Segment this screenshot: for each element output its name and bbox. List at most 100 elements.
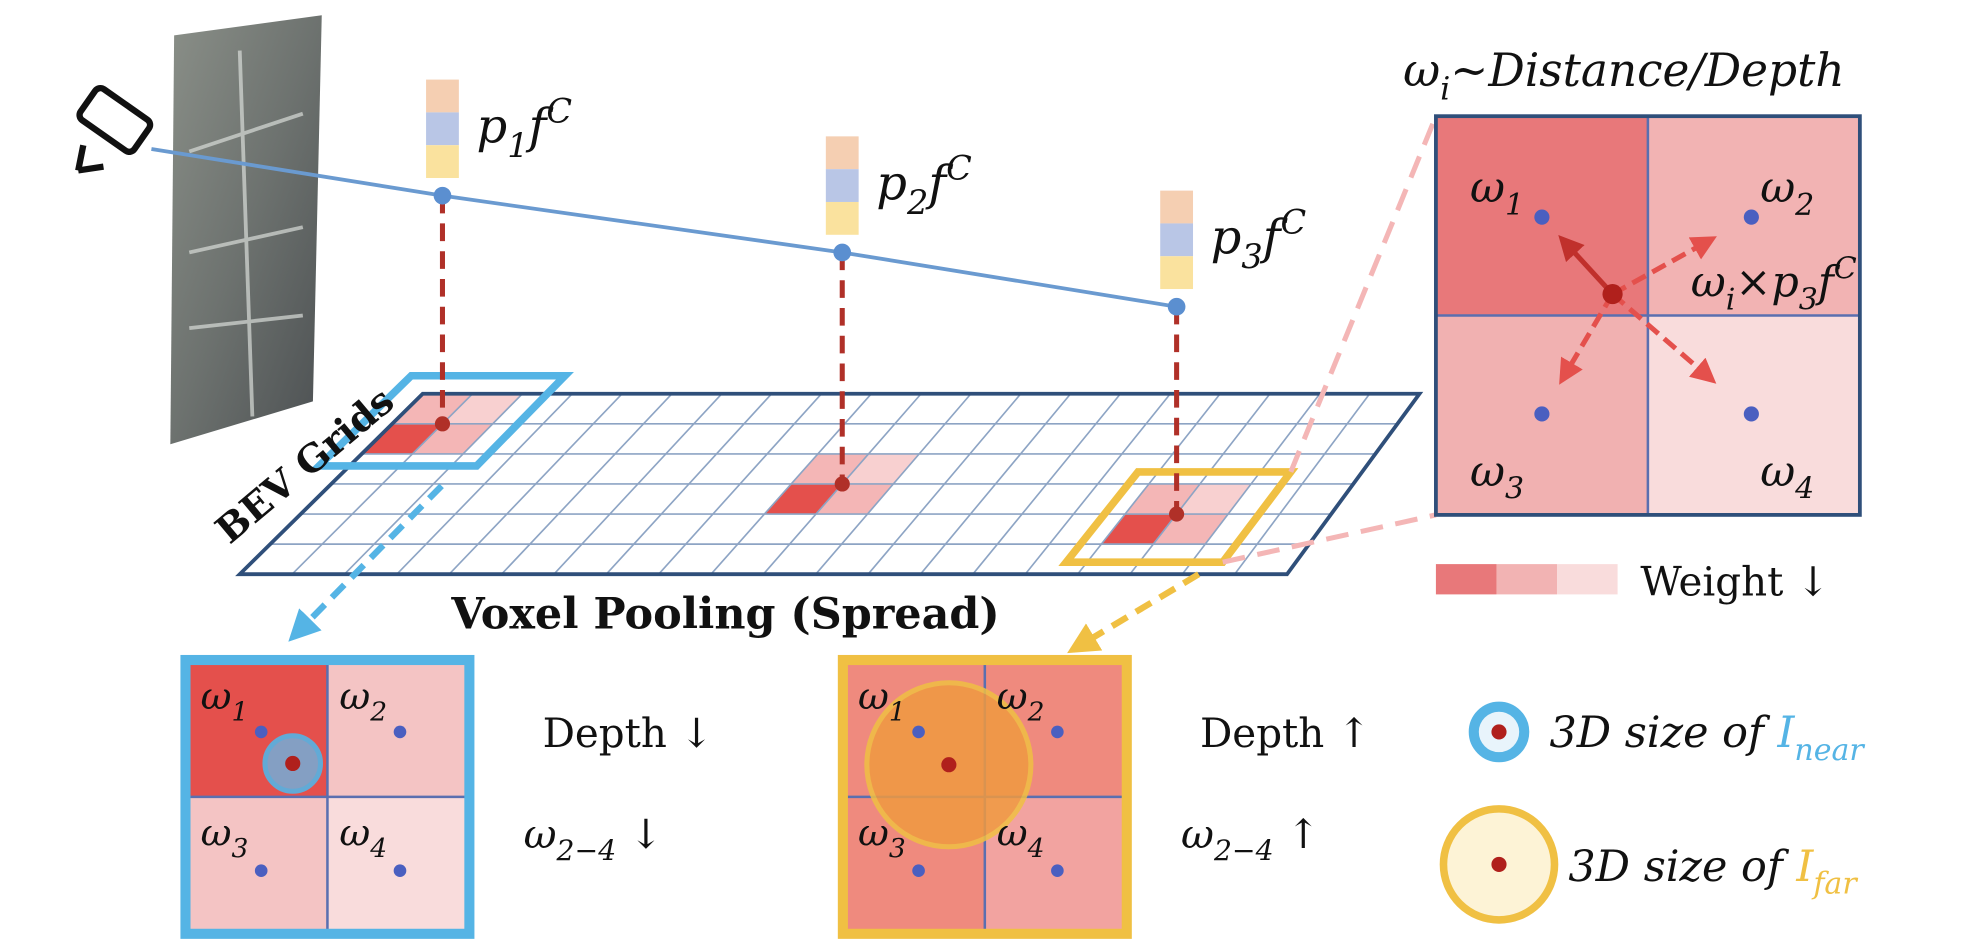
text-part: 2 — [369, 697, 387, 728]
point — [1491, 857, 1506, 872]
text-part: 4 — [1027, 833, 1045, 864]
text-part: 2 — [906, 183, 928, 222]
text-part: 1 — [889, 697, 906, 728]
feature-bar — [1160, 223, 1193, 256]
text-part: 2−4 — [1213, 834, 1274, 867]
depth-label: Depth ↑ — [1200, 710, 1371, 757]
text-part: ω — [997, 810, 1028, 854]
point — [1602, 284, 1622, 304]
point — [1534, 210, 1549, 225]
point — [1744, 210, 1759, 225]
weight-swatch — [1436, 564, 1497, 594]
text-part: C — [546, 92, 572, 131]
point — [833, 244, 851, 262]
feature-bar — [826, 136, 859, 169]
point — [1744, 406, 1759, 421]
text-part: ω — [858, 674, 889, 718]
text-part: ω — [858, 810, 889, 854]
feature-label: p2fC — [876, 148, 972, 222]
text-part: ↑ — [1274, 811, 1321, 858]
point — [1051, 726, 1064, 739]
text-part: ω — [1181, 811, 1214, 858]
text-part: 3D size of — [1549, 708, 1777, 758]
point — [912, 726, 925, 739]
text-part: ω — [997, 674, 1028, 718]
text-part: p — [477, 100, 508, 155]
text-part: 2 — [1027, 697, 1045, 728]
page: p1fCp2fCp3fCBEV GridsVoxel Pooling (Spre… — [0, 0, 1981, 944]
point — [434, 187, 452, 205]
feature-bar — [426, 80, 459, 113]
text-part: 2 — [1794, 188, 1814, 223]
trend-label: ω2−4 ↓ — [524, 811, 663, 867]
text-part: ω — [339, 810, 370, 854]
text-part: I — [1795, 842, 1814, 892]
text-part: ω — [524, 811, 557, 858]
point — [255, 864, 268, 877]
pooling-label: Voxel Pooling (Spread) — [450, 589, 999, 639]
feature-bar — [426, 112, 459, 145]
text-part: ~Distance/Depth — [1450, 44, 1844, 97]
formula: ωi~Distance/Depth — [1403, 44, 1844, 108]
text-part: 3 — [1799, 282, 1818, 317]
point — [435, 416, 450, 431]
legend-label: 3D size of Ifar — [1568, 842, 1858, 902]
text-part: far — [1811, 867, 1858, 902]
text-part: 4 — [1794, 472, 1814, 507]
trend-label: ω2−4 ↑ — [1181, 811, 1320, 867]
point — [1169, 506, 1184, 521]
text-part: 2−4 — [556, 834, 617, 867]
weight-legend: Weight ↓ — [1640, 559, 1830, 606]
text-part: 4 — [369, 833, 387, 864]
feature-bar — [826, 169, 859, 202]
weight-swatch — [1557, 564, 1618, 594]
feature-bar — [1160, 256, 1193, 289]
text-part: C — [1280, 203, 1306, 242]
point — [394, 864, 407, 877]
point — [941, 757, 956, 772]
point — [1051, 864, 1064, 877]
text-part: 3 — [1505, 472, 1524, 507]
point — [255, 726, 268, 739]
feature-bar — [1160, 191, 1193, 224]
text-part: 3 — [231, 833, 248, 864]
point — [1491, 724, 1506, 739]
feature-label: p3fC — [1211, 203, 1307, 277]
text-part: 1 — [231, 697, 248, 728]
weight-swatch — [1496, 564, 1557, 594]
legend-label: 3D size of Inear — [1549, 708, 1865, 768]
text-part: ↓ — [616, 811, 663, 858]
diagram: p1fCp2fCp3fCBEV GridsVoxel Pooling (Spre… — [0, 0, 1981, 944]
text-part: ω — [1760, 447, 1795, 497]
depth-label: Depth ↓ — [543, 710, 714, 757]
text-part: ω — [1760, 163, 1795, 213]
point — [285, 756, 300, 771]
text-part: ω — [339, 674, 370, 718]
text-part: 1 — [1505, 188, 1524, 223]
feature-bar — [826, 202, 859, 235]
text-part: ω — [201, 674, 232, 718]
point — [835, 476, 850, 491]
camera-icon — [77, 86, 152, 171]
text-part: I — [1776, 708, 1795, 758]
text-part: 3 — [1241, 237, 1262, 276]
text-part: 3 — [889, 833, 906, 864]
product-label: ωi×p3fC — [1691, 252, 1857, 318]
text-part: ω — [201, 810, 232, 854]
text-part: i — [1440, 71, 1450, 108]
point — [394, 726, 407, 739]
text-part: 3D size of — [1568, 842, 1796, 892]
text-part: ω — [1691, 258, 1726, 308]
far-arrow — [1073, 574, 1199, 650]
point — [1168, 298, 1186, 316]
text-part: p — [1211, 211, 1242, 266]
point — [912, 864, 925, 877]
text-part: 1 — [507, 126, 528, 165]
text-part: ω — [1470, 163, 1505, 213]
text-part: i — [1726, 282, 1736, 317]
text-part: near — [1794, 733, 1865, 768]
feature-label: p1fC — [477, 92, 573, 166]
text-part: ×p — [1735, 258, 1798, 308]
text-part: p — [876, 156, 907, 211]
